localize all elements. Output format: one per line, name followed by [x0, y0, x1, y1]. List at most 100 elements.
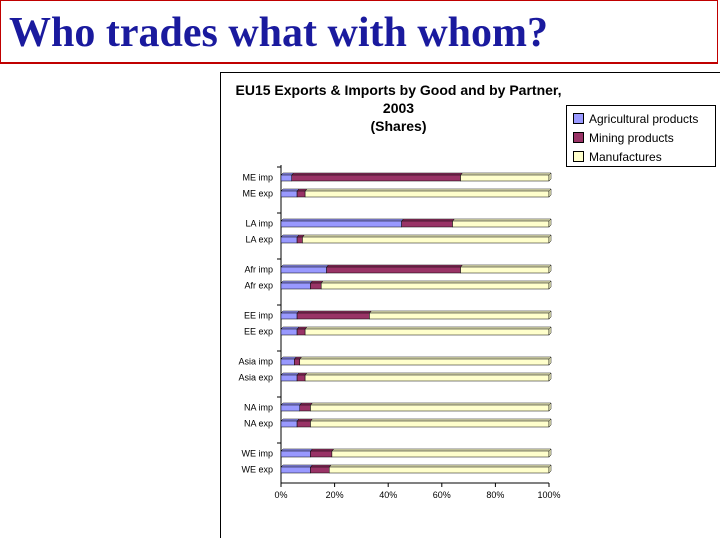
bar-end-cap	[548, 464, 552, 474]
x-tick-label: 100%	[537, 490, 560, 500]
bar-top-face	[309, 402, 552, 406]
category-label: Afr exp	[244, 281, 273, 291]
slide-title: Who trades what with whom?	[9, 10, 549, 56]
bar-top-face	[291, 172, 464, 176]
bar-segment	[452, 220, 550, 228]
bar-segment	[280, 328, 298, 336]
bar-end-cap	[548, 448, 552, 458]
x-tick-label: 60%	[433, 490, 451, 500]
bar-segment	[280, 466, 311, 474]
bar-segment	[304, 328, 550, 336]
bar-segment	[296, 374, 306, 382]
legend-label-manufactures: Manufactures	[589, 149, 662, 164]
bar-segment	[280, 450, 311, 458]
bar-segment	[296, 328, 306, 336]
bar-top-face	[296, 310, 373, 314]
legend-swatch-agricultural	[573, 113, 584, 124]
bar-segment	[280, 420, 298, 428]
bar-segment	[299, 358, 550, 366]
bar-top-face	[320, 280, 552, 284]
bar-top-face	[309, 418, 552, 422]
chart-title: EU15 Exports & Imports by Good and by Pa…	[235, 82, 562, 116]
bar-segment	[460, 174, 550, 182]
category-label: ME exp	[242, 189, 273, 199]
bar-end-cap	[548, 172, 552, 182]
bar-segment	[310, 450, 333, 458]
bar-end-cap	[548, 402, 552, 412]
bar-segment	[280, 282, 311, 290]
category-label: NA imp	[244, 403, 273, 413]
bar-end-cap	[548, 264, 552, 274]
bar-top-face	[280, 264, 330, 268]
bar-top-face	[280, 402, 303, 406]
bar-segment	[280, 404, 301, 412]
x-tick-label: 40%	[379, 490, 397, 500]
bar-segment	[296, 420, 311, 428]
bar-segment	[280, 312, 298, 320]
x-tick-label: 0%	[274, 490, 287, 500]
bar-top-face	[280, 188, 300, 192]
bar-segment	[296, 236, 303, 244]
bar-end-cap	[548, 326, 552, 336]
bar-top-face	[459, 264, 552, 268]
bar-segment	[310, 420, 550, 428]
bar-end-cap	[548, 310, 552, 320]
bar-top-face	[299, 356, 552, 360]
bar-segment	[326, 266, 461, 274]
slide-title-box: Who trades what with whom?	[0, 0, 718, 64]
chart-legend: Agricultural products Mining products Ma…	[566, 105, 716, 167]
chart-title-block: EU15 Exports & Imports by Good and by Pa…	[221, 81, 576, 135]
legend-item-agricultural: Agricultural products	[573, 109, 715, 128]
bar-segment	[369, 312, 550, 320]
bar-segment	[331, 450, 550, 458]
bar-end-cap	[548, 356, 552, 366]
bar-segment	[280, 358, 295, 366]
bar-end-cap	[548, 372, 552, 382]
category-label: ME imp	[242, 173, 273, 183]
bar-segment	[280, 190, 298, 198]
bar-top-face	[304, 188, 552, 192]
bar-top-face	[280, 372, 300, 376]
bar-segment	[310, 466, 330, 474]
bar-end-cap	[548, 188, 552, 198]
bar-end-cap	[548, 218, 552, 228]
bar-segment	[280, 374, 298, 382]
bar-top-face	[304, 372, 552, 376]
bar-segment	[304, 374, 550, 382]
category-label: WE exp	[241, 465, 273, 475]
bar-end-cap	[548, 280, 552, 290]
bar-top-face	[325, 264, 464, 268]
bar-top-face	[280, 448, 314, 452]
bar-segment	[310, 404, 550, 412]
bar-top-face	[400, 218, 456, 222]
bar-segment	[460, 266, 550, 274]
bar-top-face	[451, 218, 552, 222]
x-tick-label: 80%	[486, 490, 504, 500]
chart-subtitle: (Shares)	[370, 118, 427, 134]
bar-top-face	[301, 234, 552, 238]
bar-top-face	[328, 464, 552, 468]
stacked-bar-chart: 0% 20% 40% 60% 80% 100% ME imp ME exp LA imp LA e…	[238, 165, 561, 500]
bar-segment	[291, 174, 461, 182]
bar-top-face	[280, 356, 298, 360]
bar-segment	[302, 236, 550, 244]
bar-top-face	[296, 418, 314, 422]
bar-segment	[401, 220, 453, 228]
bar-end-cap	[548, 234, 552, 244]
bar-top-face	[459, 172, 552, 176]
bar-top-face	[304, 326, 552, 330]
category-label: LA imp	[245, 219, 273, 229]
legend-label-agricultural: Agricultural products	[589, 111, 699, 126]
bar-end-cap	[548, 418, 552, 428]
bar-segment	[320, 282, 550, 290]
bar-top-face	[309, 448, 335, 452]
bar-segment	[296, 190, 306, 198]
legend-label-mining: Mining products	[589, 130, 674, 145]
bar-segment	[280, 236, 298, 244]
category-label: Asia imp	[238, 357, 273, 367]
category-label: EE imp	[244, 311, 273, 321]
category-label: NA exp	[244, 419, 273, 429]
chart-frame: EU15 Exports & Imports by Good and by Pa…	[220, 72, 720, 538]
bar-top-face	[280, 218, 405, 222]
bar-top-face	[280, 326, 300, 330]
